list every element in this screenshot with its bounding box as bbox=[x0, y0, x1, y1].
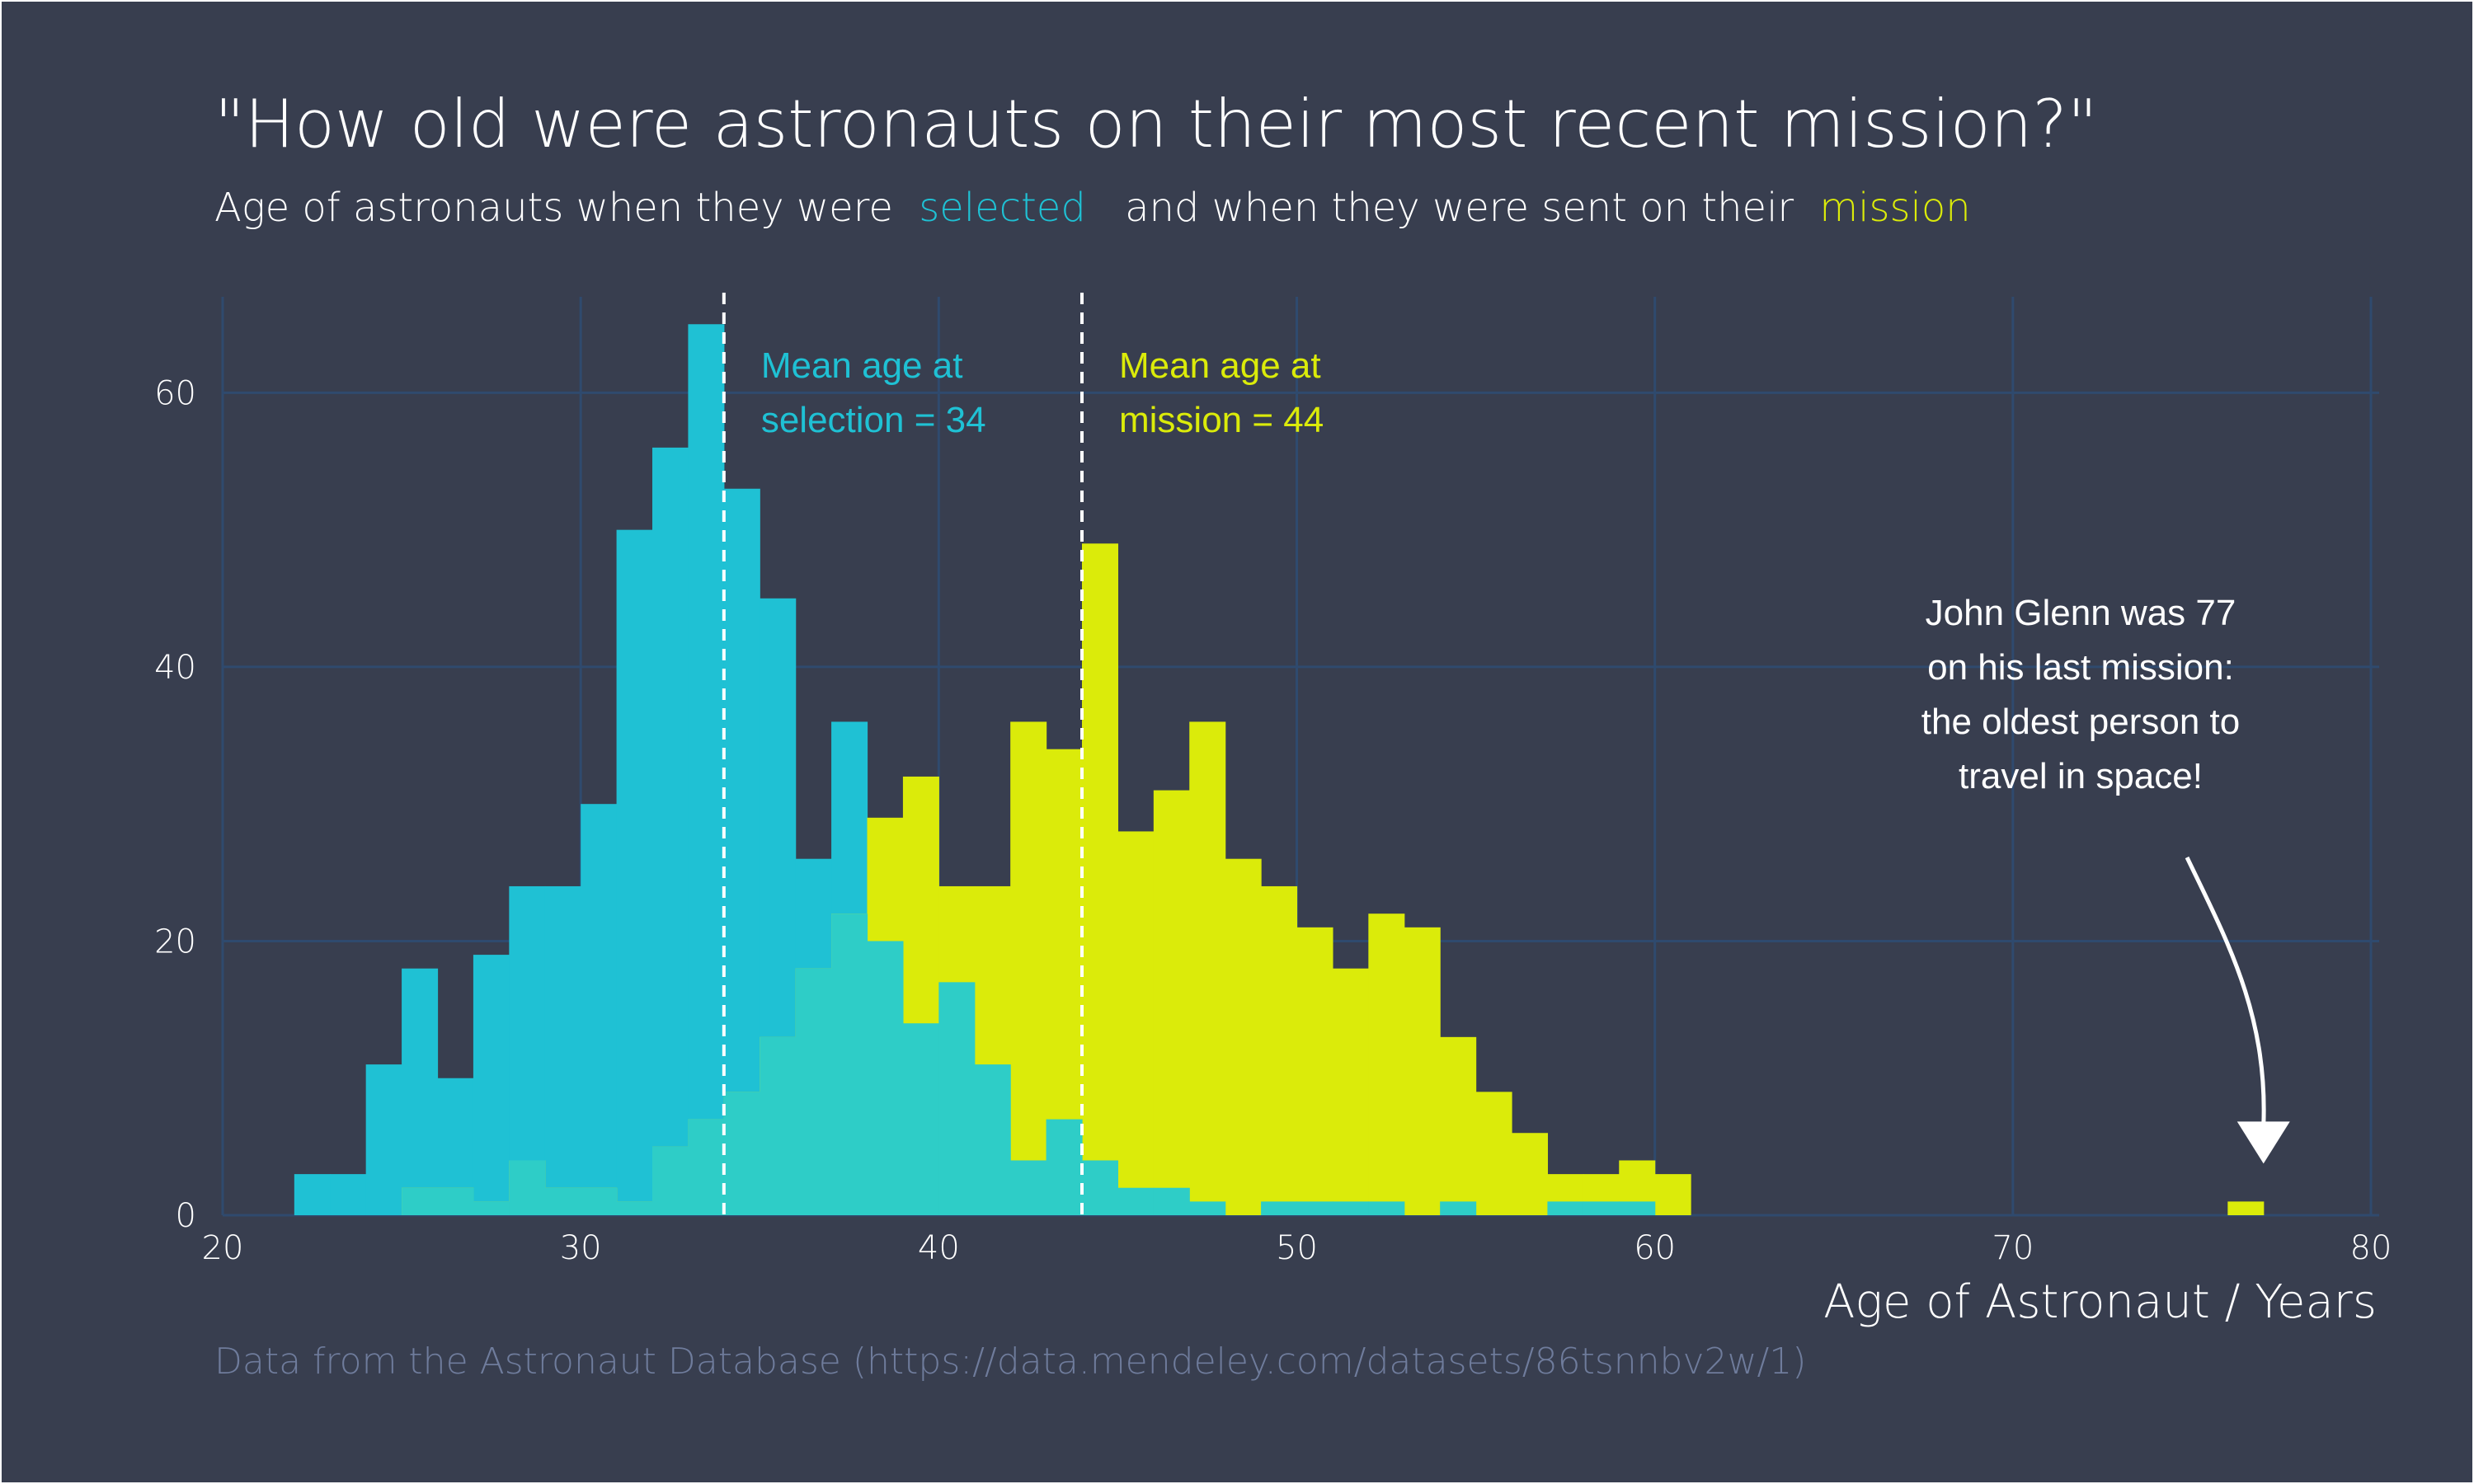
bar-mission bbox=[1189, 721, 1226, 1215]
bar-overlap bbox=[1189, 1201, 1226, 1215]
bar-mission bbox=[1512, 1133, 1549, 1215]
chart-title: "How old were astronauts on their most r… bbox=[214, 86, 2098, 162]
bar-overlap bbox=[509, 1160, 546, 1215]
bar-mission bbox=[1296, 927, 1333, 1215]
bar-selected bbox=[616, 529, 653, 1215]
annotation-text-line: on his last mission: bbox=[1927, 647, 2234, 688]
bar-overlap bbox=[473, 1201, 510, 1215]
annotation-text-line: travel in space! bbox=[1959, 756, 2203, 796]
bar-overlap bbox=[974, 1064, 1011, 1215]
x-tick-label: 30 bbox=[560, 1229, 602, 1267]
bar-selected bbox=[544, 885, 581, 1215]
x-axis-label: Age of Astronaut / Years bbox=[1823, 1275, 2377, 1329]
bar-overlap bbox=[1082, 1160, 1119, 1215]
bar-overlap bbox=[902, 1023, 939, 1215]
bar-selected bbox=[330, 1174, 367, 1215]
bar-overlap bbox=[795, 968, 832, 1215]
bar-mission bbox=[1404, 927, 1441, 1215]
subtitle-highlight-mission: mission bbox=[1819, 185, 1970, 231]
bar-overlap bbox=[1440, 1201, 1477, 1215]
bar-mission bbox=[1475, 1092, 1512, 1215]
annotation-arrow-line bbox=[2185, 856, 2266, 1126]
bar-mission bbox=[1261, 885, 1298, 1215]
bar-overlap bbox=[938, 982, 976, 1215]
bar-selected bbox=[365, 1064, 402, 1215]
mean-label-selected-line-2: selection = 34 bbox=[761, 400, 986, 440]
histogram-bars bbox=[294, 324, 2265, 1216]
bar-overlap bbox=[652, 1146, 689, 1215]
annotation-text-line: John Glenn was 77 bbox=[1926, 593, 2236, 633]
x-tick-label: 50 bbox=[1276, 1229, 1318, 1267]
bar-mission bbox=[1440, 1036, 1477, 1215]
bar-overlap bbox=[1010, 1160, 1047, 1215]
bar-overlap bbox=[760, 1036, 797, 1215]
bar-overlap bbox=[437, 1187, 474, 1215]
bar-overlap bbox=[1046, 1119, 1083, 1215]
mean-label-mission-line-2: mission = 44 bbox=[1119, 400, 1324, 440]
bar-overlap bbox=[1583, 1201, 1620, 1215]
bar-overlap bbox=[402, 1187, 439, 1215]
annotation-arrow-head bbox=[2236, 1121, 2290, 1164]
bar-mission bbox=[1082, 543, 1119, 1215]
x-tick-label: 80 bbox=[2350, 1229, 2392, 1267]
bar-overlap bbox=[867, 941, 904, 1215]
bar-selected bbox=[581, 804, 618, 1215]
x-tick-label: 20 bbox=[202, 1229, 244, 1267]
mean-label-selected-line-1: Mean age at bbox=[761, 345, 963, 386]
mean-lines: Mean age at selection = 34 Mean age at miss… bbox=[722, 293, 1324, 1215]
bar-overlap bbox=[723, 1092, 760, 1215]
bar-overlap bbox=[1332, 1201, 1369, 1215]
bar-overlap bbox=[616, 1201, 653, 1215]
chart-caption: Data from the Astronaut Database (https:… bbox=[214, 1341, 1806, 1383]
bar-overlap bbox=[1547, 1201, 1584, 1215]
bar-overlap bbox=[1619, 1201, 1656, 1215]
bar-mission bbox=[1332, 968, 1369, 1215]
bar-mission bbox=[1654, 1174, 1691, 1215]
bar-mission bbox=[1225, 858, 1262, 1215]
bar-selected bbox=[294, 1174, 331, 1215]
bar-selected bbox=[688, 324, 725, 1216]
bar-overlap bbox=[581, 1187, 618, 1215]
bar-overlap bbox=[688, 1119, 725, 1215]
bar-overlap bbox=[1153, 1187, 1190, 1215]
bar-mission bbox=[1117, 831, 1155, 1215]
bar-overlap bbox=[1296, 1201, 1333, 1215]
y-tick-label: 40 bbox=[154, 649, 196, 687]
x-tick-label: 60 bbox=[1634, 1229, 1676, 1267]
subtitle-part-1: Age of astronauts when they were bbox=[214, 185, 893, 231]
bar-overlap bbox=[1117, 1187, 1155, 1215]
bar-overlap bbox=[831, 913, 868, 1215]
bar-overlap bbox=[1368, 1201, 1405, 1215]
y-tick-label: 20 bbox=[154, 923, 196, 960]
bar-mission bbox=[1368, 913, 1405, 1215]
bar-mission bbox=[1153, 790, 1190, 1215]
mean-label-mission-line-1: Mean age at bbox=[1119, 345, 1321, 386]
bar-mission bbox=[2227, 1201, 2265, 1215]
annotation-layer: John Glenn was 77 on his last mission: the… bbox=[1921, 593, 2290, 1164]
bar-overlap bbox=[1261, 1201, 1298, 1215]
x-tick-label: 70 bbox=[1992, 1229, 2034, 1267]
chart-subtitle: Age of astronauts when they were selecte… bbox=[214, 185, 1971, 231]
subtitle-part-2: and when they were sent on their bbox=[1125, 185, 1794, 231]
bar-overlap bbox=[544, 1187, 581, 1215]
bar-mission bbox=[1010, 721, 1047, 1215]
bar-selected bbox=[402, 968, 439, 1215]
subtitle-highlight-selected: selected bbox=[919, 185, 1086, 231]
y-tick-label: 60 bbox=[154, 374, 196, 412]
y-tick-label: 0 bbox=[176, 1197, 196, 1235]
x-tick-label: 40 bbox=[918, 1229, 960, 1267]
bar-selected bbox=[652, 447, 689, 1215]
annotation-text-line: the oldest person to bbox=[1921, 702, 2240, 742]
bar-selected bbox=[473, 955, 510, 1215]
